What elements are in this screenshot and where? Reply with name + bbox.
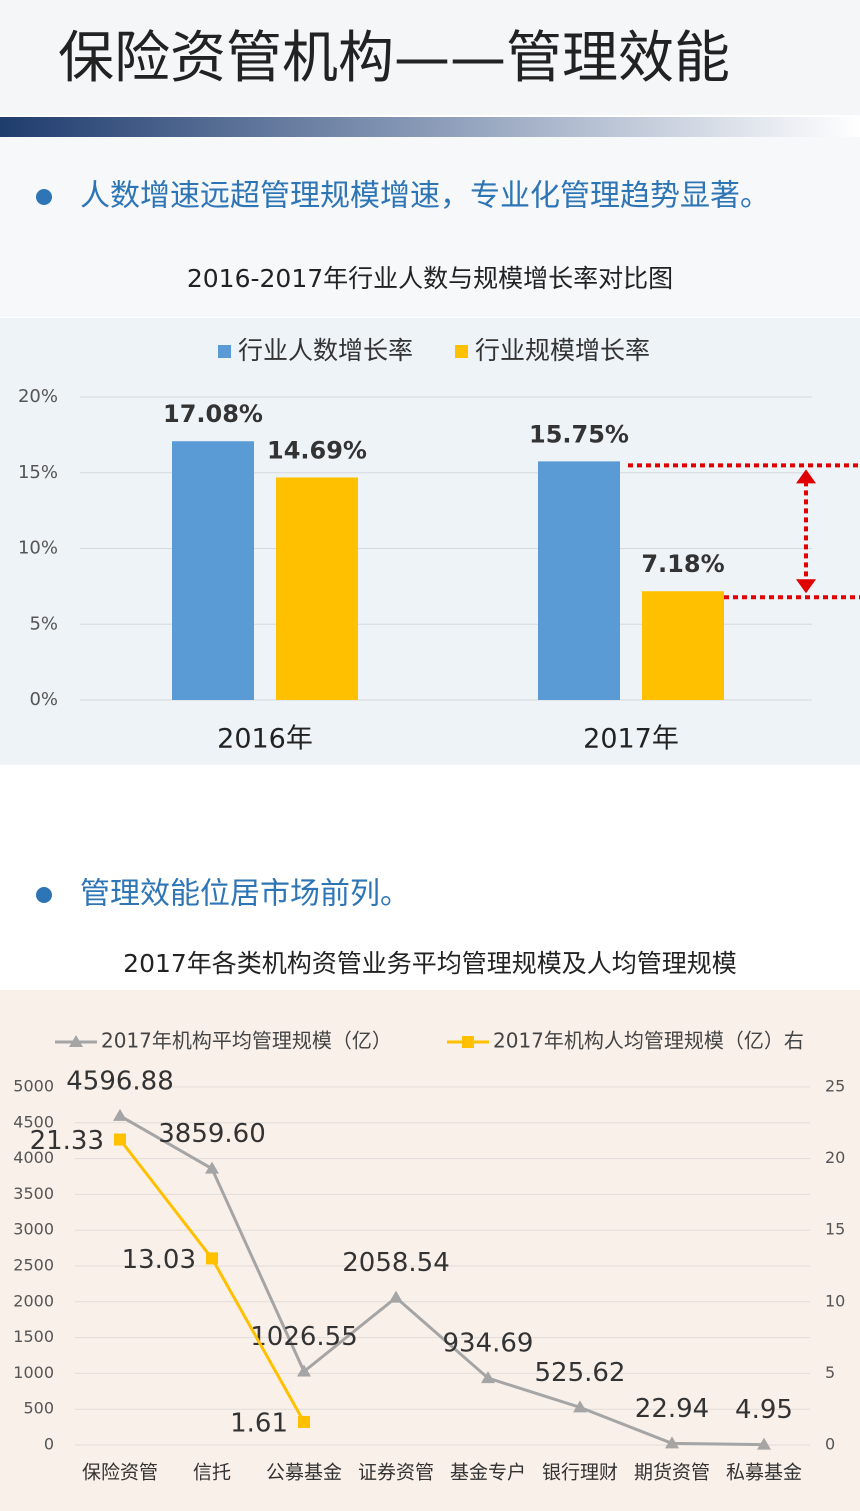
legend-swatch	[218, 345, 231, 358]
bullet-text: 人数增速远超管理规模增速，专业化管理趋势显著。	[80, 179, 770, 214]
chart-bg	[0, 990, 860, 1511]
point	[481, 1371, 495, 1384]
bullet-dot	[36, 189, 52, 205]
point	[389, 1290, 403, 1303]
y2-tick-label: 15	[825, 1220, 845, 1239]
bar	[642, 591, 724, 700]
y-tick-label: 500	[23, 1399, 54, 1418]
arrow-head	[796, 469, 816, 594]
y-tick-label: 1500	[13, 1327, 54, 1346]
legend-swatch	[455, 345, 468, 358]
point	[205, 1161, 219, 1174]
bar	[538, 461, 620, 700]
legend-label: 行业规模增长率	[475, 336, 650, 365]
data-label: 15.75%	[529, 420, 629, 448]
legend-label: 行业人数增长率	[238, 336, 413, 365]
line	[119, 1114, 765, 1447]
data-label: 1026.55	[250, 1322, 358, 1352]
data-label: 4.95	[735, 1395, 793, 1425]
y-tick-label: 1000	[13, 1363, 54, 1382]
page-title: 保险资管机构——管理效能	[58, 26, 730, 91]
x-tick-label: 期货资管	[634, 1462, 710, 1484]
point	[665, 1436, 679, 1449]
y2-tick-label: 20	[825, 1148, 845, 1167]
header-bar	[0, 117, 860, 137]
point	[114, 1133, 126, 1146]
y2-tick-label: 10	[825, 1291, 845, 1310]
legend-label: 2017年机构人均管理规模（亿）右	[493, 1029, 804, 1053]
bar	[172, 441, 254, 700]
x-tick-label: 保险资管	[82, 1462, 158, 1484]
y-tick-label: 2000	[13, 1291, 54, 1310]
y-tick-label: 0%	[29, 689, 58, 710]
y-tick-label: 10%	[18, 538, 58, 559]
y-tick-label: 3000	[13, 1220, 54, 1239]
y-tick-label: 5%	[29, 613, 58, 634]
data-label: 7.18%	[641, 550, 724, 578]
header-bg	[0, 0, 860, 115]
chart-bg	[0, 318, 860, 765]
y-tick-label: 2500	[13, 1256, 54, 1275]
y-tick-label: 5000	[13, 1077, 54, 1096]
data-label: 3859.60	[158, 1119, 266, 1149]
bullet-text: 管理效能位居市场前列。	[80, 877, 410, 912]
data-label: 4596.88	[66, 1066, 174, 1096]
y-tick-label: 0	[44, 1435, 54, 1454]
y-tick-label: 3500	[13, 1184, 54, 1203]
section-bg	[0, 137, 860, 317]
bar	[276, 477, 358, 700]
x-tick-label: 2016年	[217, 724, 313, 755]
data-label: 22.94	[635, 1394, 709, 1424]
data-label: 17.08%	[163, 400, 263, 428]
data-label: 13.03	[122, 1245, 196, 1275]
point	[297, 1364, 311, 1377]
point	[573, 1400, 587, 1413]
x-tick-label: 公募基金	[266, 1462, 342, 1484]
chart-title: 2016-2017年行业人数与规模增长率对比图	[187, 264, 673, 293]
point	[757, 1437, 771, 1450]
x-tick-label: 银行理财	[542, 1462, 618, 1484]
legend-marker	[69, 1035, 83, 1047]
y-tick-label: 20%	[18, 386, 58, 407]
y-tick-label: 4000	[13, 1148, 54, 1167]
data-label: 21.33	[30, 1126, 104, 1156]
legend-label: 2017年机构平均管理规模（亿）	[101, 1029, 392, 1053]
data-label: 1.61	[230, 1408, 288, 1438]
legend-marker	[462, 1036, 474, 1048]
data-label: 2058.54	[342, 1248, 450, 1278]
point	[206, 1252, 218, 1265]
y2-tick-label: 25	[825, 1077, 845, 1096]
data-label: 934.69	[443, 1329, 534, 1359]
bullet-dot	[36, 887, 52, 903]
data-label: 14.69%	[267, 436, 367, 464]
x-tick-label: 私募基金	[726, 1462, 802, 1484]
x-tick-label: 信托	[193, 1462, 231, 1484]
point	[113, 1108, 127, 1121]
y2-tick-label: 5	[825, 1363, 835, 1382]
point	[298, 1415, 310, 1428]
chart-title: 2017年各类机构资管业务平均管理规模及人均管理规模	[123, 949, 737, 978]
x-tick-label: 2017年	[583, 724, 679, 755]
y-tick-label: 4500	[13, 1112, 54, 1131]
data-label: 525.62	[535, 1358, 626, 1388]
y2-tick-label: 0	[825, 1435, 835, 1454]
y-tick-label: 15%	[18, 462, 58, 483]
x-tick-label: 证券资管	[358, 1462, 434, 1484]
x-tick-label: 基金专户	[450, 1462, 526, 1484]
